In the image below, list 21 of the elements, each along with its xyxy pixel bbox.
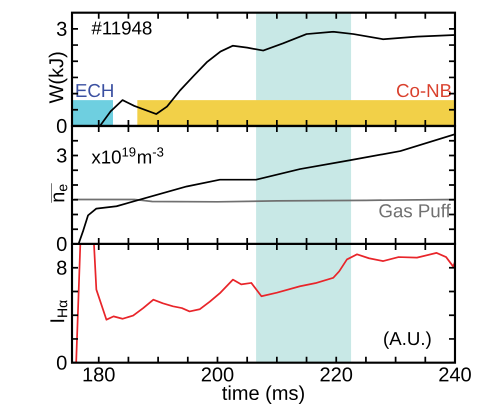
y-tick-label: 3 <box>56 22 66 36</box>
line-series <box>75 244 455 363</box>
series-label: ECH <box>76 84 113 98</box>
x-tick-label: 220 <box>320 367 352 382</box>
annotation: #11948 <box>92 21 152 35</box>
y-axis-title: n$_{e}$ <box>54 184 68 202</box>
y-tick-label: 3 <box>56 148 66 163</box>
x-tick-label: 180 <box>84 367 115 382</box>
x-axis-title: time (ms) <box>222 385 304 404</box>
y-axis-title: W(kJ) <box>48 52 68 104</box>
annotation: x10$^{19}$m$^{-3}$ <box>92 147 164 164</box>
y-tick-label: 0 <box>56 118 67 134</box>
y-axis-title: I$_{Hα}$ <box>50 300 68 322</box>
y-tick-label: 0 <box>56 356 67 370</box>
x-tick-label: 240 <box>439 367 471 382</box>
x-tick-label: 200 <box>202 367 234 382</box>
series-label: Co-NB <box>396 84 452 98</box>
y-tick-label: 8 <box>57 260 66 275</box>
series-label: Gas Puff <box>379 204 451 218</box>
annotation: (A.U.) <box>384 331 431 349</box>
y-tick-label: 0 <box>56 236 67 252</box>
